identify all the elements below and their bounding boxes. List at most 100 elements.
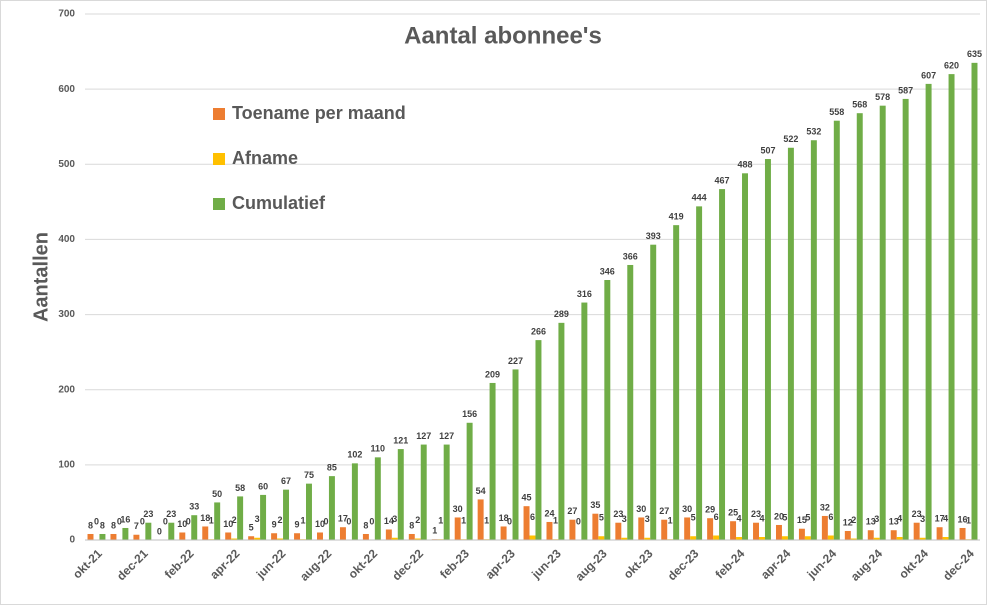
data-label: 532	[806, 127, 821, 137]
y-tick-label: 500	[58, 159, 75, 170]
data-label: 578	[875, 92, 890, 102]
bar	[277, 538, 284, 540]
data-label: 32	[820, 502, 830, 512]
data-label: 346	[600, 266, 615, 276]
data-label: 14	[384, 516, 394, 526]
bar	[959, 527, 966, 540]
data-label: 121	[393, 435, 408, 445]
bar	[833, 120, 840, 541]
data-label: 5	[599, 513, 604, 523]
bar	[661, 519, 668, 540]
bar	[391, 537, 398, 540]
bar	[271, 533, 278, 540]
y-tick-label: 300	[58, 309, 75, 320]
bar	[919, 537, 926, 540]
data-label: 620	[944, 60, 959, 70]
data-label: 0	[369, 516, 374, 526]
data-label: 1	[553, 516, 558, 526]
data-label: 0	[346, 516, 351, 526]
data-label: 17	[935, 514, 945, 524]
data-label: 635	[967, 49, 982, 59]
data-label: 0	[117, 516, 122, 526]
data-label: 1	[209, 516, 214, 526]
bar	[179, 532, 186, 540]
data-label: 10	[177, 519, 187, 529]
data-label: 30	[453, 504, 463, 514]
data-label: 102	[347, 450, 362, 460]
bar	[719, 189, 726, 540]
data-label: 12	[843, 517, 853, 527]
data-label: 419	[669, 212, 684, 222]
bar	[775, 524, 782, 540]
data-label: 366	[623, 251, 638, 261]
data-label: 6	[714, 512, 719, 522]
bar	[569, 519, 576, 540]
data-label: 8	[88, 520, 93, 530]
data-label: 16	[120, 514, 130, 524]
y-tick-label: 400	[58, 234, 75, 245]
bar	[237, 496, 244, 540]
legend-swatch	[213, 108, 225, 120]
bar	[454, 517, 461, 540]
bar	[942, 536, 949, 540]
data-label: 45	[522, 493, 532, 503]
data-label: 30	[636, 504, 646, 514]
bar	[867, 530, 874, 540]
data-label: 558	[829, 107, 844, 117]
data-label: 467	[715, 175, 730, 185]
y-tick-label: 600	[58, 84, 75, 95]
bar	[798, 528, 805, 540]
bar	[592, 513, 599, 540]
bar	[650, 244, 657, 540]
chart-title: Aantal abonnee's	[404, 22, 602, 49]
bar	[730, 521, 737, 540]
data-label: 5	[691, 513, 696, 523]
bar	[936, 527, 943, 540]
data-label: 33	[189, 502, 199, 512]
data-label: 15	[797, 515, 807, 525]
bar	[420, 444, 427, 540]
bar	[283, 489, 290, 540]
bar	[260, 494, 267, 540]
bar	[558, 322, 565, 540]
bar	[385, 529, 392, 540]
bar	[168, 522, 175, 540]
legend-swatch	[213, 153, 225, 165]
data-label: 1	[432, 526, 437, 536]
data-label: 60	[258, 481, 268, 491]
bar	[913, 522, 920, 540]
data-label: 2	[851, 515, 856, 525]
data-label: 6	[530, 512, 535, 522]
bar	[879, 105, 886, 540]
data-label: 227	[508, 356, 523, 366]
bar	[827, 535, 834, 540]
data-label: 8	[363, 520, 368, 530]
bar	[598, 536, 605, 540]
bar	[328, 476, 335, 540]
data-label: 5	[805, 513, 810, 523]
data-label: 67	[281, 476, 291, 486]
bar	[408, 533, 415, 540]
data-label: 3	[622, 514, 627, 524]
legend-label: Cumulatief	[232, 193, 326, 213]
legend-swatch	[213, 198, 225, 210]
bar	[339, 527, 346, 540]
data-label: 17	[338, 514, 348, 524]
bar	[99, 533, 106, 540]
data-label: 607	[921, 70, 936, 80]
data-label: 2	[278, 515, 283, 525]
data-label: 13	[866, 517, 876, 527]
bar	[254, 537, 261, 540]
bar	[781, 536, 788, 540]
data-label: 0	[186, 516, 191, 526]
data-label: 23	[912, 509, 922, 519]
data-label: 507	[760, 145, 775, 155]
data-label: 444	[692, 193, 707, 203]
bar	[673, 225, 680, 540]
data-label: 5	[249, 523, 254, 533]
bar	[414, 538, 421, 540]
bar	[804, 536, 811, 540]
bar	[133, 534, 140, 540]
data-label: 0	[140, 516, 145, 526]
data-label: 3	[874, 514, 879, 524]
